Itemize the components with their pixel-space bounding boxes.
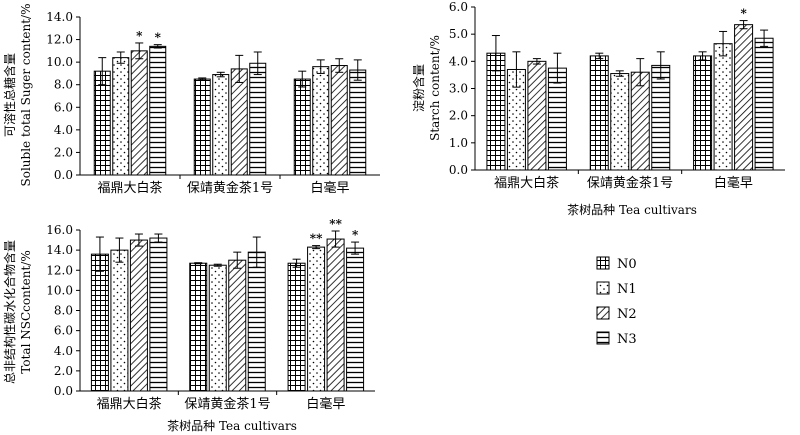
significance-marker: * <box>155 31 162 45</box>
legend: N0 N1 N2 N3 <box>596 256 637 347</box>
category-label: 福鼎大白茶 <box>97 396 162 412</box>
category-label: 福鼎大白茶 <box>494 175 559 191</box>
bar-n1 <box>713 43 733 171</box>
bar-n1 <box>208 264 227 392</box>
y-tick-label: 2.0 <box>54 364 73 378</box>
bar-n1 <box>307 246 326 392</box>
category-label: 保靖黄金茶1号 <box>587 175 673 191</box>
bar-n2 <box>734 24 754 171</box>
legend-swatch-n3 <box>596 331 610 345</box>
x-axis-label: 茶树品种 Tea cultivars <box>567 202 697 217</box>
y-axis-label-en: Total NSCcontent/% <box>19 250 33 373</box>
y-tick-label: 4.0 <box>54 123 73 137</box>
legend-swatch-n1 <box>596 281 610 295</box>
y-tick-label: 6.0 <box>449 0 468 14</box>
bar-n3 <box>149 237 168 392</box>
y-axis-label-cn: 总非结构性碳水化合物含量 <box>2 240 17 384</box>
bar-n0 <box>90 253 109 392</box>
category-label: 白毫早 <box>310 180 349 196</box>
y-axis-label-en: Starch content/% <box>428 35 442 141</box>
bar-n0 <box>589 55 609 171</box>
bar-n2 <box>330 65 348 176</box>
y-tick-label: 4.0 <box>449 54 468 68</box>
legend-label: N1 <box>617 282 637 297</box>
y-tick-label: 10.0 <box>46 283 73 297</box>
bar-n1 <box>110 249 129 392</box>
y-tick-label: 0.0 <box>54 168 73 182</box>
bar-n3 <box>346 247 365 392</box>
bar-n1 <box>212 74 230 176</box>
bar-n1 <box>312 66 330 176</box>
legend-label: N2 <box>617 307 637 322</box>
y-axis-label-cn: 可溶性总糖含量 <box>2 53 17 137</box>
legend-swatch-n2 <box>596 306 610 320</box>
significance-marker: ** <box>329 217 342 231</box>
y-axis-label-en: Soluble total Suger content/% <box>19 4 33 187</box>
significance-marker: * <box>352 228 359 242</box>
y-axis-label-cn: 淀粉含量 <box>411 64 426 112</box>
y-tick-label: 0.0 <box>449 163 468 177</box>
total-nsc-chart: 总非结构性碳水化合物含量 Total NSCcontent/% 茶树品种 Tea… <box>2 217 375 433</box>
bar-n0 <box>193 78 211 176</box>
significance-marker: * <box>740 7 747 21</box>
y-tick-label: 2.0 <box>449 109 468 123</box>
legend-label: N3 <box>617 332 637 347</box>
bar-n2 <box>326 238 345 392</box>
bar-n0 <box>189 262 208 392</box>
y-tick-label: 10.0 <box>46 55 73 69</box>
y-tick-label: 6.0 <box>54 100 73 114</box>
y-tick-label: 3.0 <box>449 82 468 96</box>
category-label: 福鼎大白茶 <box>97 180 162 196</box>
bar-n2 <box>230 68 248 176</box>
category-label: 保靖黄金茶1号 <box>184 396 270 412</box>
bar-n3 <box>149 45 167 176</box>
bar-n2 <box>527 60 547 171</box>
bar-n2 <box>130 50 148 176</box>
category-label: 白毫早 <box>306 396 345 412</box>
bar-n0 <box>693 55 713 171</box>
bar-n3 <box>651 64 671 171</box>
significance-marker: * <box>136 29 143 43</box>
bar-n0 <box>293 78 311 176</box>
y-tick-label: 8.0 <box>54 304 73 318</box>
bar-n0 <box>93 70 111 176</box>
bar-n1 <box>610 73 630 171</box>
soluble-sugar-chart: 可溶性总糖含量 Soluble total Suger content/% 0.… <box>2 4 380 196</box>
category-label: 白毫早 <box>714 175 753 191</box>
y-tick-label: 14.0 <box>46 243 73 257</box>
bar-n0 <box>287 262 306 392</box>
y-tick-label: 5.0 <box>449 27 468 41</box>
y-tick-label: 16.0 <box>46 223 73 237</box>
starch-chart: 淀粉含量 Starch content/% 茶树品种 Tea cultivars… <box>411 0 785 217</box>
x-axis-label: 茶树品种 Tea cultivars <box>167 418 297 433</box>
bar-n3 <box>754 37 774 171</box>
bar-n3 <box>247 251 266 392</box>
y-tick-label: 12.0 <box>46 33 73 47</box>
y-tick-label: 1.0 <box>449 136 468 150</box>
y-tick-label: 6.0 <box>54 324 73 338</box>
bar-n3 <box>349 69 367 176</box>
y-tick-label: 8.0 <box>54 78 73 92</box>
y-tick-label: 14.0 <box>46 10 73 24</box>
bar-n2 <box>228 259 247 392</box>
y-tick-label: 0.0 <box>54 384 73 398</box>
bar-n2 <box>630 71 650 171</box>
bar-n2 <box>129 239 148 392</box>
legend-swatch-n0 <box>596 256 610 270</box>
legend-label: N0 <box>617 257 637 272</box>
y-tick-label: 4.0 <box>54 344 73 358</box>
category-label: 保靖黄金茶1号 <box>187 180 273 196</box>
bar-n1 <box>112 57 130 176</box>
significance-marker: ** <box>310 232 323 246</box>
y-tick-label: 12.0 <box>46 263 73 277</box>
bar-n3 <box>249 62 267 176</box>
y-tick-label: 2.0 <box>54 145 73 159</box>
